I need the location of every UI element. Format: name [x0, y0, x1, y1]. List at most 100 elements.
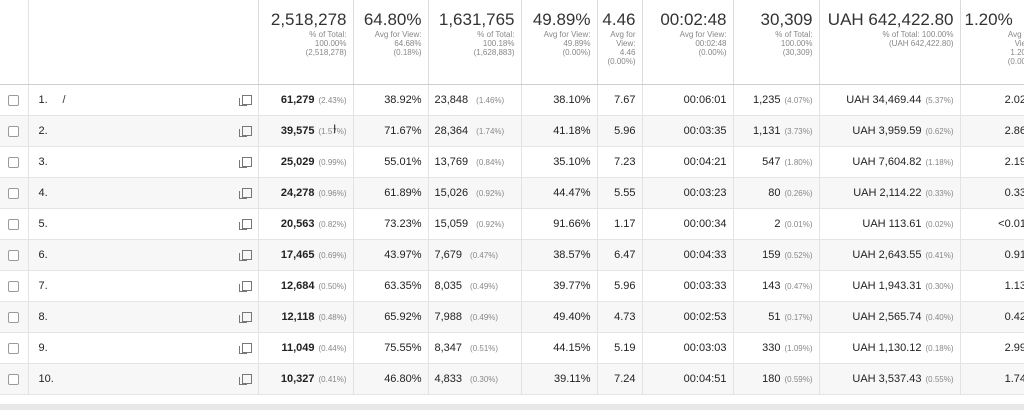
entrances-cell: 1,235 (4.07%)	[732, 84, 819, 116]
row-checkbox[interactable]	[8, 94, 20, 106]
page-value: UAH 3,959.59	[852, 125, 922, 137]
pageviews-cell: 12,118 (0.48%)	[257, 301, 353, 333]
pageviews-share: (0.99%)	[318, 158, 347, 167]
page-value-share: (0.02%)	[925, 220, 954, 229]
table-row: 9. 11,049 (0.44%) 75.55% 8,347 (0.51%) 44.15% 5…	[0, 332, 1024, 364]
row-checkbox[interactable]	[8, 342, 20, 354]
table-bottom-border	[0, 404, 1024, 410]
page-value: UAH 1,130.12	[852, 342, 922, 354]
metric-2-cell: 71.67%	[352, 115, 428, 147]
pageviews-cell: 61,279 (2.43%)	[257, 84, 353, 116]
table-row: 8. 12,118 (0.48%) 65.92% 7,988 (0.49%) 49.40% 4…	[0, 301, 1024, 333]
row-checkbox[interactable]	[8, 280, 20, 292]
page-cell: 5.	[27, 208, 258, 240]
pageviews-cell: 20,563 (0.82%)	[257, 208, 353, 240]
pageviews-value: 11,049	[281, 342, 315, 354]
totals-check-spacer	[0, 0, 28, 85]
entrances-value: 51	[768, 311, 781, 323]
open-external-icon[interactable]	[238, 157, 252, 168]
row-index: 6.	[38, 249, 48, 261]
open-external-icon[interactable]	[238, 250, 252, 261]
open-external-icon[interactable]	[238, 126, 252, 137]
row-checkbox[interactable]	[8, 311, 20, 323]
page-value: UAH 1,943.31	[852, 280, 922, 292]
page-value-cell: UAH 2,114.22 (0.33%)	[818, 177, 960, 209]
row-checkbox[interactable]	[8, 373, 20, 385]
page-value-share: (0.33%)	[925, 189, 954, 198]
open-external-icon[interactable]	[238, 374, 252, 385]
entrances-share: (1.80%)	[784, 158, 813, 167]
unique-pageviews-value: 8,035	[434, 280, 463, 292]
metric-6-cell: 00:04:33	[641, 239, 733, 271]
metric-4-cell: 91.66%	[520, 208, 597, 240]
open-external-icon[interactable]	[238, 343, 252, 354]
unique-pageviews-cell: 23,848 (1.46%)	[427, 84, 521, 116]
row-select-cell	[0, 239, 28, 271]
row-index: 10.	[38, 373, 54, 385]
row-checkbox[interactable]	[8, 249, 20, 261]
total-value: 4.46	[602, 10, 636, 29]
total-sub: 100.18%	[482, 39, 515, 48]
total-pageviews: 2,518,278 % of Total: 100.00% (2,518,278…	[257, 0, 353, 85]
total-sub: (0.00%)	[562, 48, 591, 57]
metric-6-cell: 00:04:21	[641, 146, 733, 178]
page-value-share: (0.41%)	[925, 251, 954, 260]
page-value: UAH 2,565.74	[852, 311, 922, 323]
row-checkbox[interactable]	[8, 156, 20, 168]
page-value-share: (0.18%)	[925, 344, 954, 353]
entrances-cell: 159 (0.52%)	[732, 239, 819, 271]
metric-4-cell: 38.57%	[520, 239, 597, 271]
metric-2-cell: 55.01%	[352, 146, 428, 178]
row-checkbox[interactable]	[8, 187, 20, 199]
page-path-link[interactable]: /	[62, 94, 66, 106]
pageviews-share: (0.50%)	[318, 282, 347, 291]
metric-5-cell: 5.96	[596, 270, 642, 302]
pageviews-value: 17,465	[280, 249, 315, 261]
total-page-value: UAH 642,422.80 % of Total: 100.00% (UAH …	[818, 0, 960, 85]
page-value: UAH 2,114.22	[853, 187, 922, 199]
totals-dimension-spacer	[27, 0, 258, 85]
unique-pageviews-share: (1.74%)	[476, 127, 505, 136]
total-value: 64.80%	[363, 10, 422, 29]
total-sub: Avg for View:	[374, 30, 422, 39]
metric-2-cell: 46.80%	[352, 363, 428, 395]
page-cell: 10.	[27, 363, 258, 395]
page-cell: 9.	[27, 332, 258, 364]
pageviews-value: 25,029	[280, 156, 315, 168]
row-checkbox[interactable]	[8, 218, 20, 230]
unique-pageviews-value: 7,988	[434, 311, 463, 323]
open-external-icon[interactable]	[238, 95, 252, 106]
pageviews-cell: 39,575 (1.57%)	[257, 115, 353, 147]
metric-6-cell: 00:03:33	[641, 270, 733, 302]
open-external-icon[interactable]	[238, 281, 252, 292]
row-select-cell	[0, 115, 28, 147]
page-value-cell: UAH 3,537.43 (0.55%)	[818, 363, 960, 395]
row-index: 2.	[38, 125, 48, 137]
total-sub: (UAH 642,422.80)	[889, 39, 954, 48]
total-sub: % of Total:	[309, 30, 347, 39]
metric-6-cell: 00:03:03	[641, 332, 733, 364]
entrances-cell: 143 (0.47%)	[732, 270, 819, 302]
metric-4-cell: 44.47%	[520, 177, 597, 209]
entrances-cell: 330 (1.09%)	[732, 332, 819, 364]
metric-last-cell: 2.99	[959, 332, 1024, 364]
metric-last-cell: 2.86	[959, 115, 1024, 147]
pageviews-cell: 10,327 (0.41%)	[257, 363, 353, 395]
page-value-share: (0.40%)	[925, 313, 954, 322]
metric-last-cell: 1.74	[959, 363, 1024, 395]
open-external-icon[interactable]	[238, 312, 252, 323]
table-row: 1./61,279 (2.43%) 38.92% 23,848 (1.46%) 38.10…	[0, 84, 1024, 116]
total-sub: (0.00	[1007, 57, 1024, 66]
open-external-icon[interactable]	[238, 219, 252, 230]
total-metric-4: 49.89% Avg for View: 49.89% (0.00%)	[520, 0, 597, 85]
page-value-share: (0.30%)	[925, 282, 954, 291]
metric-5-cell: 7.24	[596, 363, 642, 395]
total-sub: Avg for View:	[679, 30, 727, 39]
total-sub: Avg f	[1007, 30, 1024, 39]
metric-last-cell: 2.19	[959, 146, 1024, 178]
metric-5-cell: 7.23	[596, 146, 642, 178]
page-cell: 2.	[27, 115, 258, 147]
unique-pageviews-cell: 7,988 (0.49%)	[427, 301, 521, 333]
row-checkbox[interactable]	[8, 125, 20, 137]
open-external-icon[interactable]	[238, 188, 252, 199]
